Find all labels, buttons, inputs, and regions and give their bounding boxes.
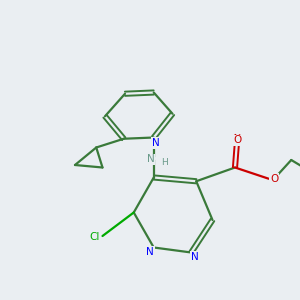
Text: Cl: Cl	[90, 232, 100, 242]
Text: O: O	[233, 135, 242, 146]
Text: N: N	[147, 154, 154, 164]
Text: H: H	[161, 158, 168, 167]
Text: O: O	[270, 174, 278, 184]
Text: N: N	[146, 247, 154, 257]
Text: N: N	[152, 138, 160, 148]
Text: N: N	[191, 252, 199, 262]
